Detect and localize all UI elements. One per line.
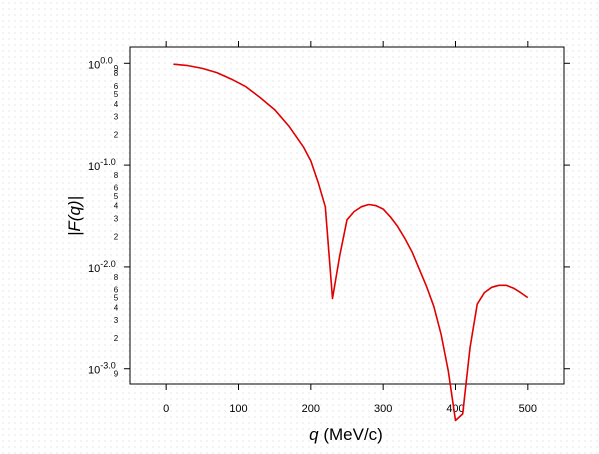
y-tick-exponent: -1.0 bbox=[100, 157, 116, 167]
series-layer bbox=[173, 63, 529, 422]
y-tick-base: 10 bbox=[88, 263, 100, 275]
y-major-tick-label: 10-2.0 bbox=[88, 259, 116, 275]
series-line bbox=[173, 63, 529, 422]
y-tick-exponent: 0.0 bbox=[100, 55, 113, 65]
y-major-tick-label: 10-3.0 bbox=[88, 361, 116, 377]
x-tick-label: 100 bbox=[229, 403, 247, 415]
y-minor-tick-label: 5 bbox=[114, 90, 119, 99]
y-minor-tick-label: 9 bbox=[114, 369, 119, 378]
y-minor-tick-label: 5 bbox=[114, 294, 119, 303]
y-minor-tick-label: 8 bbox=[114, 273, 119, 282]
y-minor-tick-label: 6 bbox=[114, 286, 119, 295]
x-tick-label: 200 bbox=[302, 403, 320, 415]
x-tick-label: 0 bbox=[163, 403, 169, 415]
y-minor-tick-label: 3 bbox=[114, 316, 119, 325]
y-minor-tick-label: 8 bbox=[114, 69, 119, 78]
y-major-tick-label: 10-1.0 bbox=[88, 157, 116, 173]
x-axis-unit: (MeV/c) bbox=[319, 425, 383, 444]
y-minor-tick-label: 9 bbox=[114, 64, 119, 73]
y-minor-tick-label: 6 bbox=[114, 184, 119, 193]
y-minor-tick-label: 5 bbox=[114, 192, 119, 201]
y-minor-tick-label: 2 bbox=[114, 232, 119, 241]
y-tick-exponent: -3.0 bbox=[100, 361, 116, 371]
x-tick-label: 500 bbox=[519, 403, 537, 415]
y-minor-tick-label: 8 bbox=[114, 171, 119, 180]
x-tick-label: 400 bbox=[446, 403, 464, 415]
y-major-tick-label: 100.0 bbox=[88, 55, 113, 71]
y-minor-tick-label: 4 bbox=[114, 202, 119, 211]
plot-area bbox=[129, 46, 565, 385]
x-axis-title: q (MeV/c) bbox=[309, 425, 383, 444]
x-tick-label: 300 bbox=[374, 403, 392, 415]
x-axis-var: q bbox=[309, 425, 319, 444]
y-minor-tick-label: 4 bbox=[114, 100, 119, 109]
axes: 0 100 200 300 400 500100.010-1.010-2.010-3.09… bbox=[88, 41, 570, 415]
y-tick-base: 10 bbox=[88, 365, 100, 377]
y-tick-exponent: -2.0 bbox=[100, 259, 116, 269]
y-minor-tick-label: 2 bbox=[114, 334, 119, 343]
y-minor-tick-label: 3 bbox=[114, 113, 119, 122]
y-axis-title: |F(q)| bbox=[65, 196, 84, 236]
y-minor-tick-label: 4 bbox=[114, 303, 119, 312]
y-tick-base: 10 bbox=[88, 161, 100, 173]
y-minor-tick-label: 6 bbox=[114, 82, 119, 91]
y-minor-tick-label: 3 bbox=[114, 214, 119, 223]
y-tick-base: 10 bbox=[88, 59, 100, 71]
y-minor-tick-label: 2 bbox=[114, 130, 119, 139]
